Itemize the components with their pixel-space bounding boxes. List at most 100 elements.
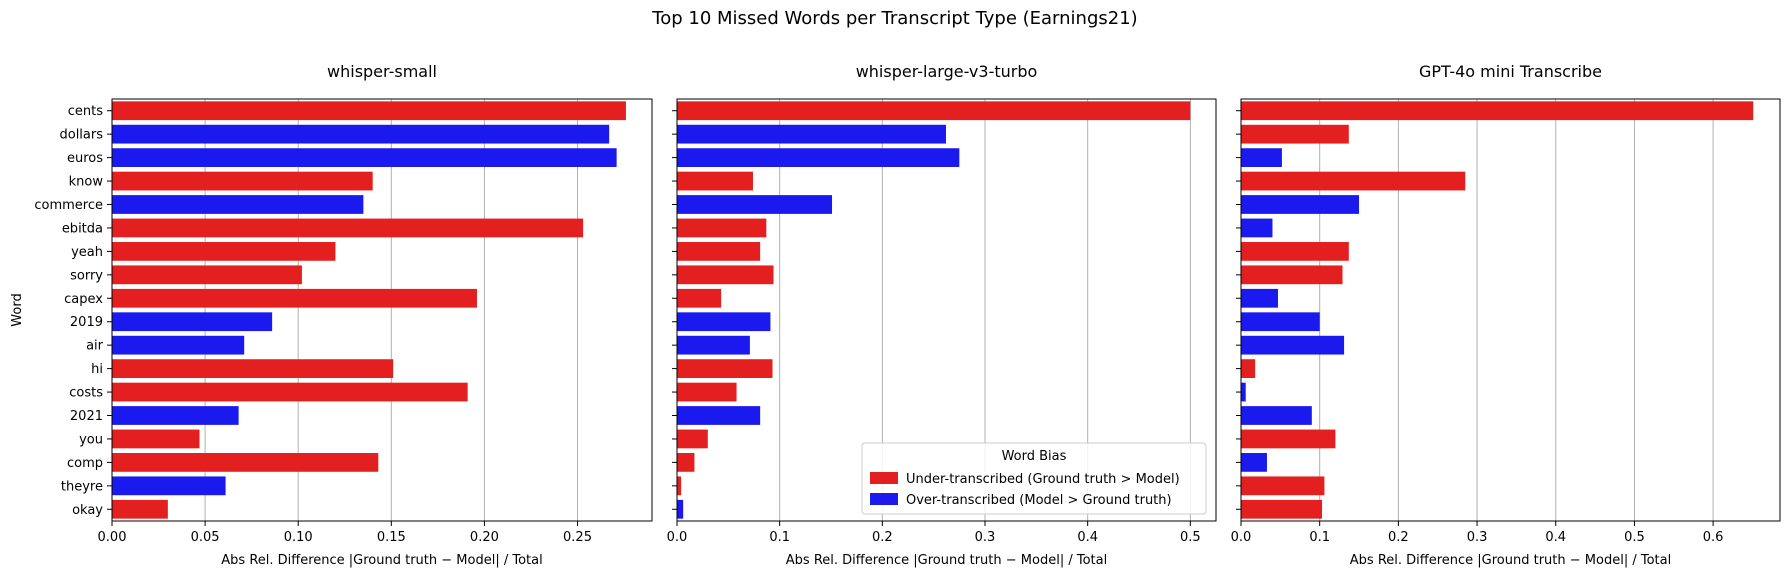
x-tick-label: 0.20: [470, 530, 499, 545]
x-axis-label: Abs Rel. Difference |Ground truth − Mode…: [1350, 553, 1671, 568]
bar-comp: [677, 453, 695, 472]
bar-cents: [1241, 101, 1754, 121]
bar-euros: [1241, 148, 1282, 167]
y-tick-label: know: [69, 175, 104, 190]
chart-panels: whisper-small cents dollars euros know commer…: [10, 62, 1781, 568]
bar-ebitda: [112, 218, 584, 238]
bar-costs: [1241, 382, 1246, 402]
bar-capex: [677, 288, 722, 308]
chart-panel-2: whisper-large-v3-turbo 0.0 0.1 0.2 0.3 0.4 0.5…: [667, 62, 1217, 568]
bar-comp: [1241, 453, 1267, 472]
bar-commerce: [1241, 195, 1360, 214]
panel-title: GPT-4o mini Transcribe: [1419, 62, 1602, 81]
x-tick-label: 0.4: [1077, 530, 1098, 545]
bar-okay: [1241, 499, 1323, 519]
figure-title: Top 10 Missed Words per Transcript Type …: [651, 8, 1137, 29]
y-tick-label: okay: [72, 503, 103, 518]
bar-yeah: [1241, 242, 1349, 261]
y-tick-label: costs: [69, 386, 103, 401]
legend-swatch-over: [870, 493, 898, 505]
bar-know: [112, 171, 373, 191]
bar-okay: [677, 499, 684, 519]
legend: Word Bias Under-transcribed (Ground truth…: [861, 442, 1207, 515]
bar-yeah: [112, 242, 336, 261]
legend-box: [861, 442, 1207, 515]
y-tick-label: euros: [67, 151, 103, 166]
x-tick-label: 0.5: [1180, 530, 1201, 545]
y-tick-label: ebitda: [62, 221, 103, 236]
x-tick-label: 0.1: [1309, 530, 1330, 545]
y-tick-label: dollars: [59, 128, 103, 143]
bar-cents: [677, 101, 1191, 121]
bar-hi: [677, 359, 773, 378]
bar-dollars: [1241, 124, 1349, 144]
x-tick-label: 0.00: [98, 530, 127, 545]
bar-cents: [112, 101, 626, 121]
x-tick-label: 0.2: [872, 530, 893, 545]
bar-2019: [112, 312, 273, 332]
y-tick-label: 2019: [70, 315, 103, 330]
x-tick-label: 0.10: [284, 530, 313, 545]
bar-euros: [677, 148, 960, 167]
y-tick-label: you: [79, 432, 103, 447]
bar-know: [1241, 171, 1466, 191]
bar-you: [112, 429, 200, 449]
x-tick-label: 0.3: [975, 530, 996, 545]
y-tick-label: hi: [91, 362, 103, 377]
bar-2021: [112, 406, 239, 425]
bar-theyre: [1241, 476, 1325, 496]
y-tick-label: air: [86, 339, 104, 354]
bar-yeah: [677, 242, 761, 261]
legend-swatch-under: [870, 472, 898, 484]
bar-costs: [677, 382, 737, 402]
bar-ebitda: [677, 218, 767, 238]
plot-frame: [676, 98, 1217, 522]
bar-comp: [112, 453, 379, 472]
x-tick-label: 0.2: [1388, 530, 1409, 545]
y-tick-label: yeah: [71, 245, 103, 260]
y-tick-label: commerce: [34, 198, 103, 213]
x-tick-label: 0.15: [377, 530, 406, 545]
x-tick-label: 0.1: [769, 530, 790, 545]
bar-you: [1241, 429, 1336, 449]
y-tick-label: capex: [64, 292, 103, 307]
bar-2021: [1241, 406, 1312, 425]
bar-know: [677, 171, 753, 191]
bar-theyre: [677, 476, 682, 496]
chart-panel-3: GPT-4o mini Transcribe 0.0 0.1 0.2 0.3 0.4 0.5…: [1231, 62, 1781, 568]
y-tick-label: theyre: [61, 479, 103, 494]
legend-entry-label: Under-transcribed (Ground truth > Model): [906, 472, 1180, 487]
x-tick-label: 0.05: [191, 530, 220, 545]
bar-2019: [677, 312, 771, 332]
bar-capex: [112, 288, 477, 308]
bar-hi: [1241, 359, 1256, 378]
bar-theyre: [112, 476, 226, 496]
bar-you: [677, 429, 708, 449]
bar-euros: [112, 148, 617, 167]
bar-commerce: [112, 195, 364, 214]
x-tick-label: 0.0: [667, 530, 688, 545]
bar-air: [112, 335, 245, 355]
x-tick-label: 0.0: [1231, 530, 1252, 545]
bar-air: [1241, 335, 1345, 355]
bar-costs: [112, 382, 468, 402]
x-axis-label: Abs Rel. Difference |Ground truth − Mode…: [221, 553, 542, 568]
panel-title: whisper-small: [327, 62, 437, 81]
x-tick-label: 0.6: [1703, 530, 1724, 545]
y-axis-label: Word: [10, 293, 25, 326]
x-axis-label: Abs Rel. Difference |Ground truth − Mode…: [786, 553, 1107, 568]
legend-title: Word Bias: [1002, 449, 1067, 464]
y-tick-label: cents: [68, 104, 103, 119]
x-tick-label: 0.25: [563, 530, 592, 545]
bar-ebitda: [1241, 218, 1273, 238]
x-tick-label: 0.4: [1545, 530, 1566, 545]
plot-frame: [1240, 98, 1781, 522]
y-tick-label: sorry: [70, 268, 103, 283]
bar-commerce: [677, 195, 833, 214]
y-tick-label: 2021: [70, 409, 103, 424]
x-tick-label: 0.5: [1624, 530, 1645, 545]
panel-title: whisper-large-v3-turbo: [856, 62, 1038, 81]
bar-air: [677, 335, 750, 355]
bar-dollars: [677, 124, 946, 144]
